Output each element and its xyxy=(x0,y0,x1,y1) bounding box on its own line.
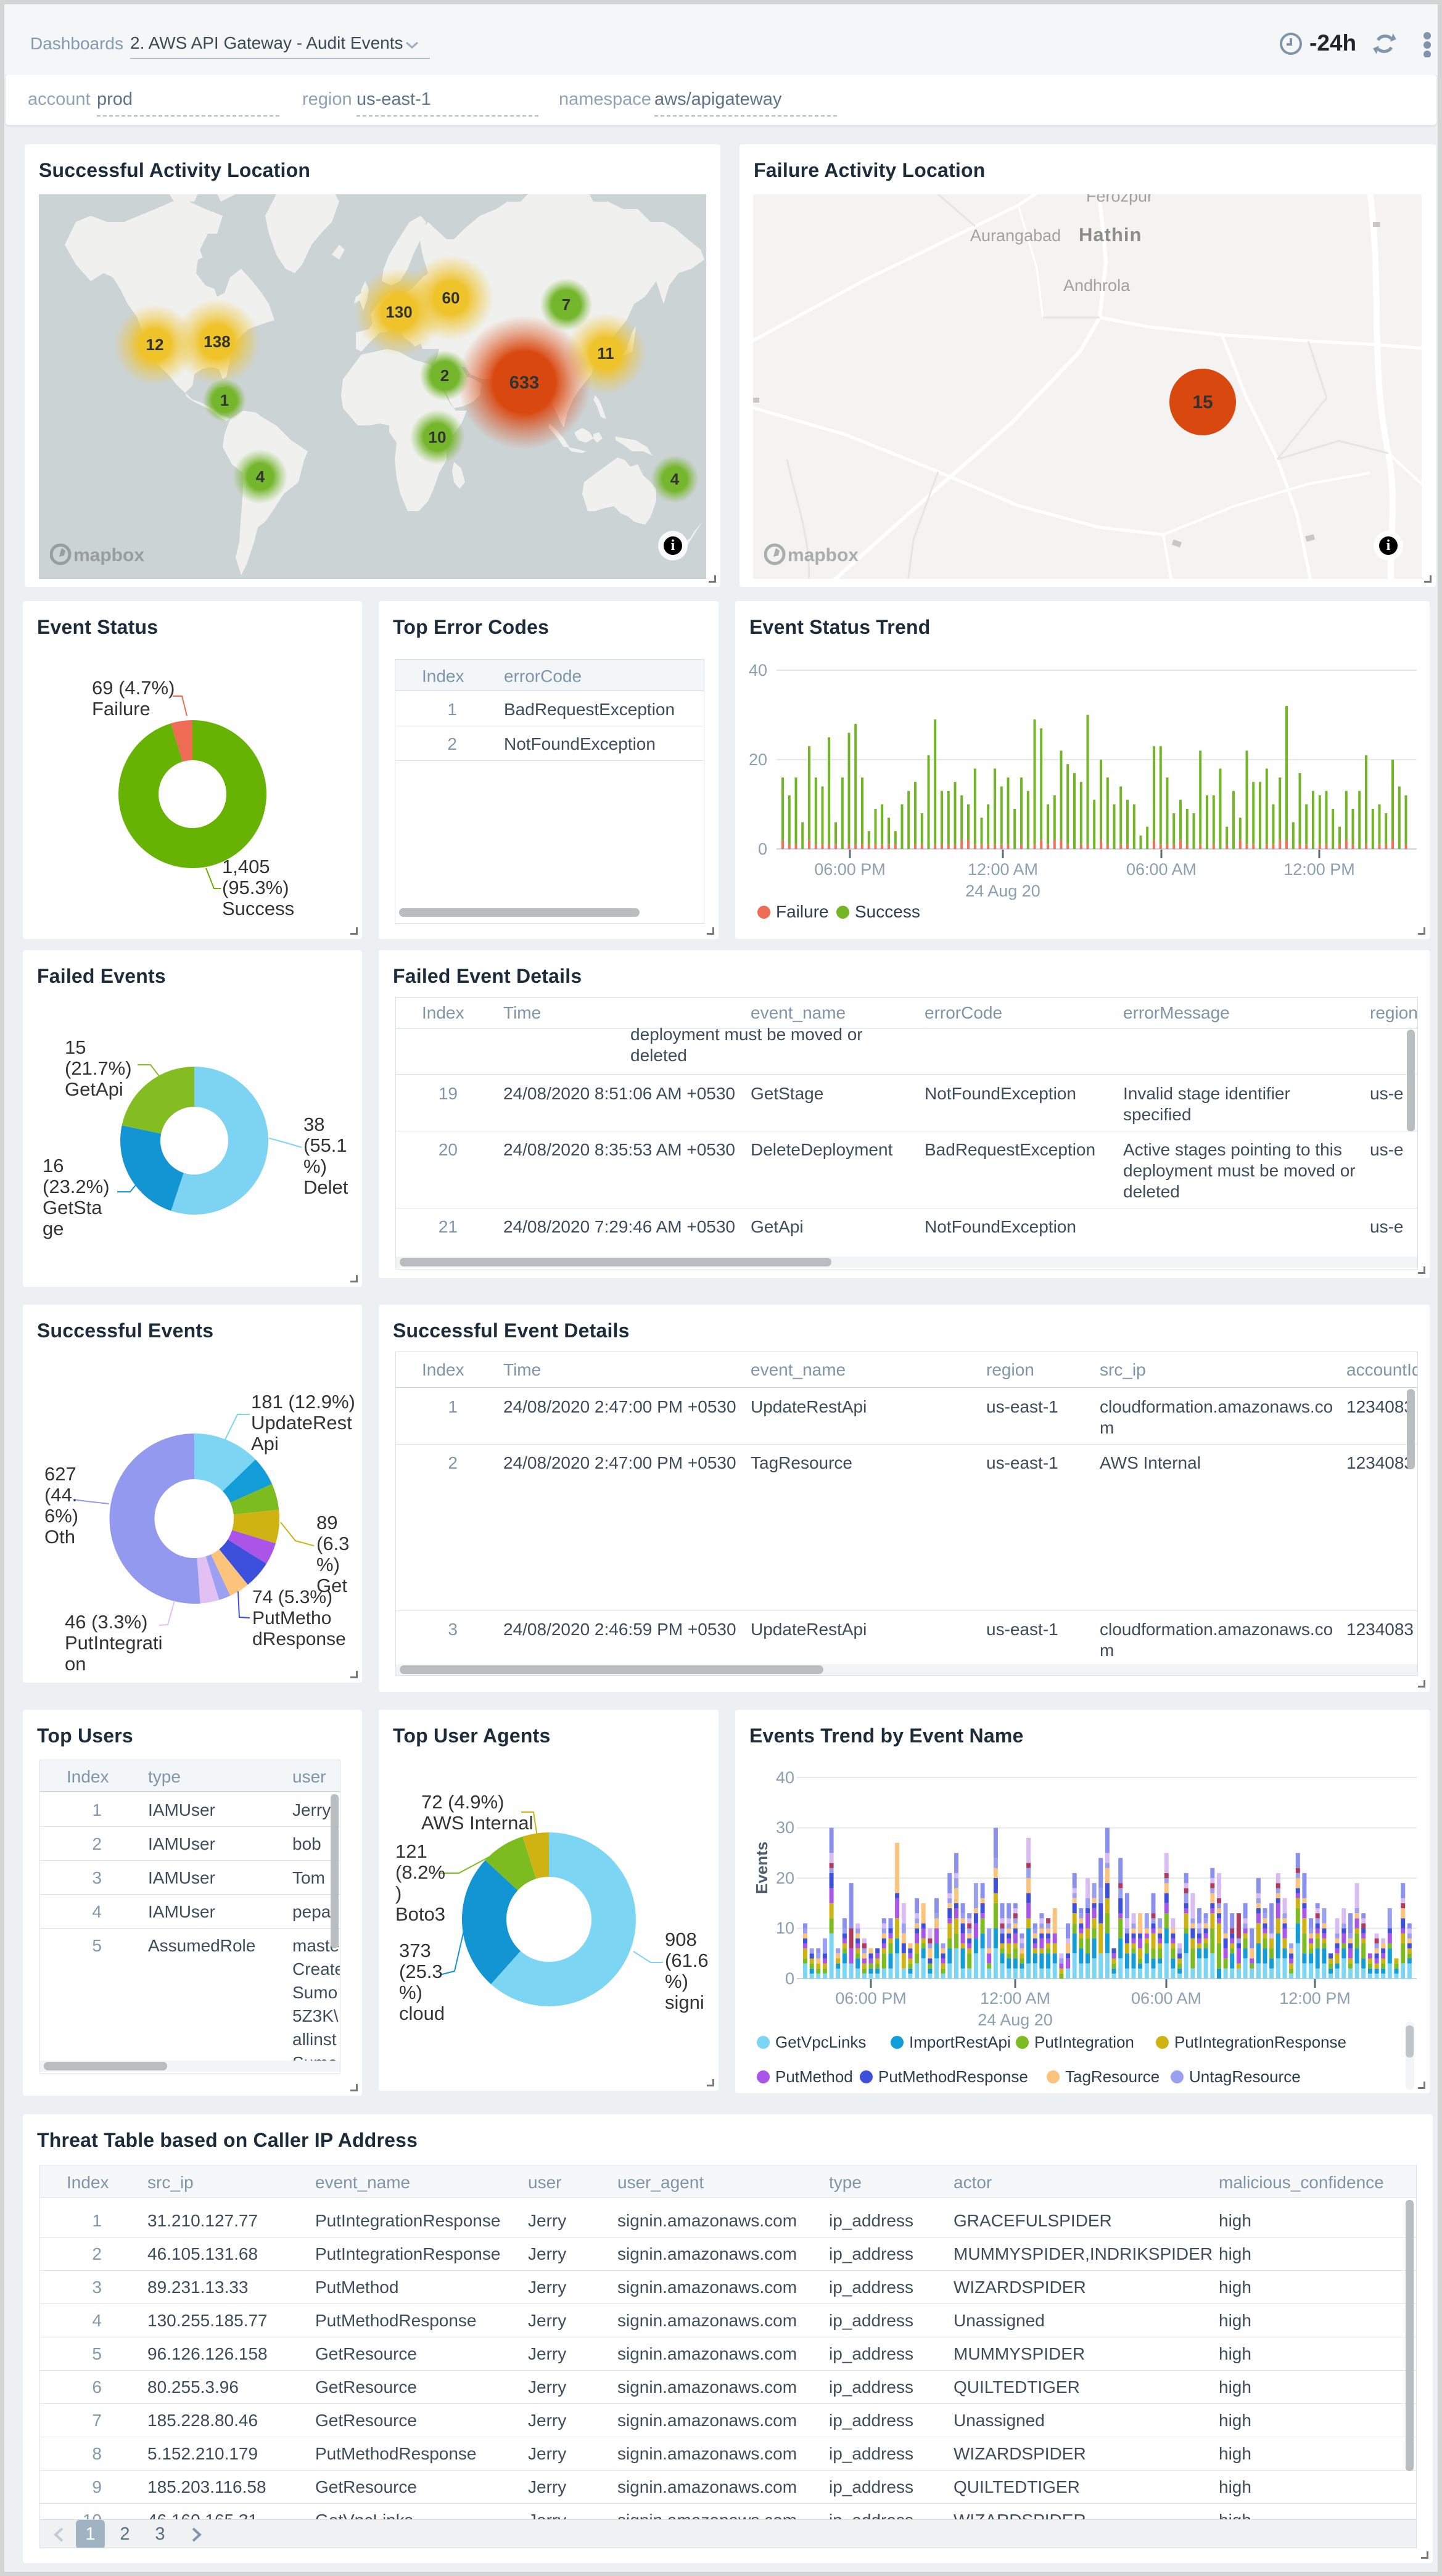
svg-text:mapbox: mapbox xyxy=(73,545,144,565)
svg-text:mapbox: mapbox xyxy=(788,545,859,565)
